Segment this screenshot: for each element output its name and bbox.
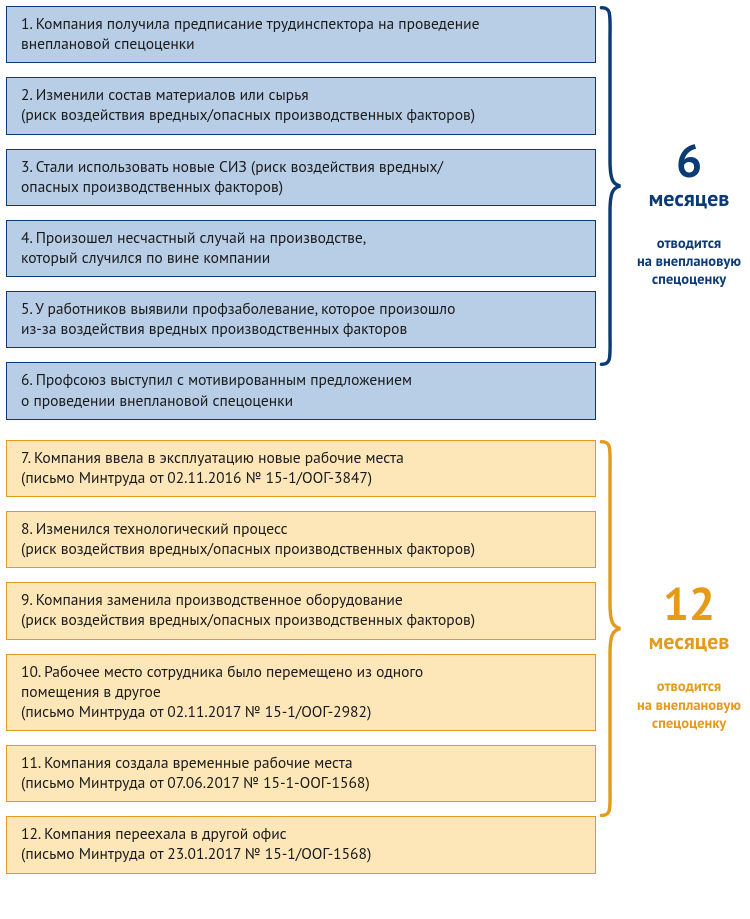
item-text: 6. Профсоюз выступил с мотивированным пр…: [21, 370, 412, 390]
item-text: (письмо Минтруда от 02.11.2016 № 15-1/ОО…: [21, 468, 372, 488]
section-12-months: 7. Компания ввела в эксплуатацию новые р…: [6, 440, 750, 874]
period-label-orange: 12 месяцев отводится на внеплановую спец…: [624, 440, 750, 874]
period-number: 6: [676, 137, 702, 183]
brace-icon: [598, 6, 622, 366]
period-unit: месяцев: [649, 628, 730, 656]
item-text: 12. Компания переехала в другой офис: [21, 824, 287, 844]
list-item: 1. Компания получила предписание трудинс…: [6, 6, 596, 63]
item-list-blue: 1. Компания получила предписание трудинс…: [6, 6, 596, 420]
list-item: 9. Компания заменила производственное об…: [6, 582, 596, 639]
list-item: 3. Стали использовать новые СИЗ (риск во…: [6, 149, 596, 206]
period-number: 12: [663, 580, 715, 626]
list-item: 11. Компания создала временные рабочие м…: [6, 745, 596, 802]
brace-icon: [598, 440, 622, 817]
item-text: 10. Рабочее место сотрудника было переме…: [21, 662, 423, 682]
item-text: (риск воздействия вредных/опасных произв…: [21, 539, 475, 559]
item-text: 9. Компания заменила производственное об…: [21, 590, 403, 610]
subtext-line: отводится: [657, 677, 721, 696]
item-text: внеплановой спецоценки: [21, 34, 195, 54]
subtext-line: на внеплановую: [637, 696, 741, 715]
item-text: 5. У работников выявили профзаболевание,…: [21, 299, 455, 319]
item-text: 7. Компания ввела в эксплуатацию новые р…: [21, 448, 404, 468]
item-text: опасных производственных факторов): [21, 177, 283, 197]
subtext-line: спецоценку: [652, 714, 726, 733]
item-text: который случился по вине компании: [21, 248, 270, 268]
subtext-line: отводится: [657, 234, 721, 253]
item-text: помещения в другое: [21, 682, 161, 702]
period-subtext: отводится на внеплановую спецоценку: [637, 678, 741, 732]
list-item: 4. Произошел несчастный случай на произв…: [6, 220, 596, 277]
period-label-blue: 6 месяцев отводится на внеплановую спецо…: [624, 6, 750, 420]
subtext-line: спецоценку: [652, 270, 726, 289]
item-text: (письмо Минтруда от 02.11.2017 № 15-1/ОО…: [21, 702, 371, 722]
subtext-line: на внеплановую: [637, 252, 741, 271]
list-item: 12. Компания переехала в другой офис (пи…: [6, 816, 596, 873]
item-text: (риск воздействия вредных/опасных произв…: [21, 105, 475, 125]
item-text: (письмо Минтруда от 23.01.2017 № 15-1/ОО…: [21, 844, 371, 864]
period-unit: месяцев: [649, 185, 730, 213]
list-item: 5. У работников выявили профзаболевание,…: [6, 291, 596, 348]
list-item: 6. Профсоюз выступил с мотивированным пр…: [6, 362, 596, 419]
item-list-orange: 7. Компания ввела в эксплуатацию новые р…: [6, 440, 596, 874]
item-text: 3. Стали использовать новые СИЗ (риск во…: [21, 157, 443, 177]
section-6-months: 1. Компания получила предписание трудинс…: [6, 6, 750, 420]
brace-blue: [596, 6, 624, 420]
item-text: 4. Произошел несчастный случай на произв…: [21, 228, 366, 248]
brace-orange: [596, 440, 624, 874]
list-item: 10. Рабочее место сотрудника было переме…: [6, 654, 596, 731]
item-text: о проведении внеплановой спецоценки: [21, 391, 293, 411]
item-text: 8. Изменился технологический процесс: [21, 519, 288, 539]
period-subtext: отводится на внеплановую спецоценку: [637, 235, 741, 289]
list-item: 7. Компания ввела в эксплуатацию новые р…: [6, 440, 596, 497]
item-text: (письмо Минтруда от 07.06.2017 № 15-1-ОО…: [21, 773, 370, 793]
item-text: 2. Изменили состав материалов или сырья: [21, 85, 309, 105]
section-gap: [6, 420, 750, 440]
item-text: 11. Компания создала временные рабочие м…: [21, 753, 353, 773]
list-item: 2. Изменили состав материалов или сырья …: [6, 77, 596, 134]
item-text: (риск воздействия вредных/опасных произв…: [21, 610, 475, 630]
item-text: 1. Компания получила предписание трудинс…: [21, 14, 480, 34]
list-item: 8. Изменился технологический процесс (ри…: [6, 511, 596, 568]
item-text: из-за воздействия вредных производственн…: [21, 319, 407, 339]
